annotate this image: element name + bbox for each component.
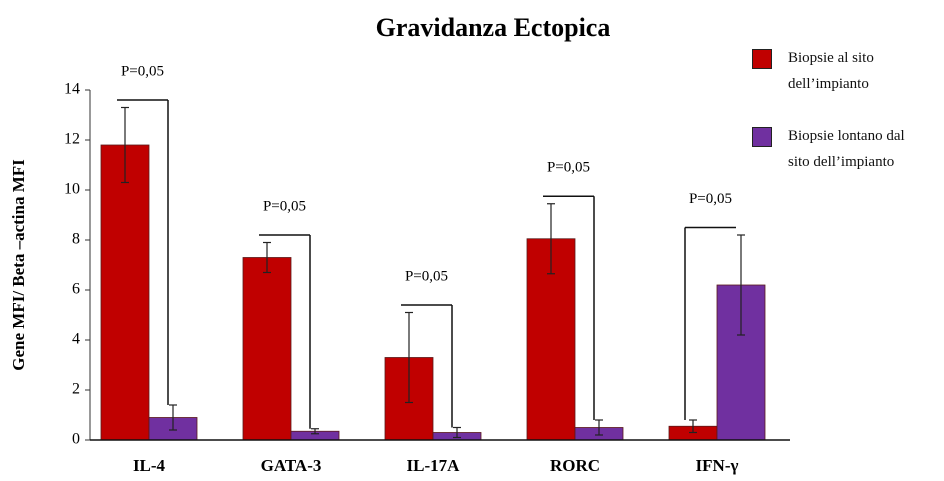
y-tick-label: 10 — [64, 181, 80, 198]
y-tick-label: 6 — [72, 281, 80, 298]
y-tick-label: 2 — [72, 381, 80, 398]
y-axis-label: Gene MFI/ Beta –actina MFI — [9, 159, 28, 371]
y-tick-label: 4 — [72, 331, 80, 348]
x-tick-label: GATA-3 — [261, 456, 322, 475]
y-tick-label: 0 — [72, 431, 80, 448]
chart-title: Gravidanza Ectopica — [376, 13, 611, 42]
bar — [100, 144, 150, 441]
y-tick-label: 14 — [64, 81, 80, 98]
annotation: P=0,05 — [121, 63, 164, 79]
y-tick-label: 8 — [72, 231, 80, 248]
legend-swatch — [752, 127, 772, 147]
annotation: P=0,05 — [547, 160, 590, 176]
annotation: P=0,05 — [405, 268, 448, 284]
x-tick-label: RORC — [550, 456, 600, 475]
y-tick-label: 12 — [64, 131, 80, 148]
legend-label: Biopsie lontano dal sito dell’impianto — [788, 128, 905, 170]
x-tick-label: IL-17A — [407, 456, 461, 475]
annotation: P=0,05 — [263, 198, 306, 214]
x-tick-label: IL-4 — [133, 456, 166, 475]
legend-swatch — [752, 49, 772, 69]
annotation: P=0,05 — [689, 191, 732, 207]
x-tick-label: IFN-γ — [696, 456, 739, 475]
bar — [242, 257, 292, 441]
legend-label: Biopsie al sito dell’impianto — [788, 50, 874, 92]
